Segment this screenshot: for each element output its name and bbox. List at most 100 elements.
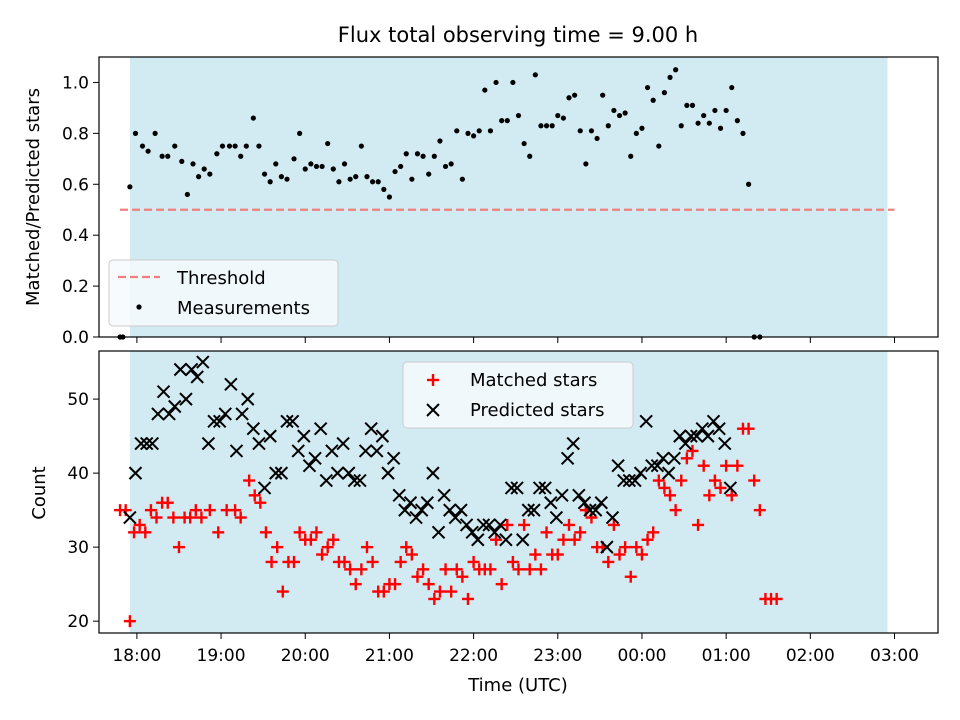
predicted-star-point bbox=[128, 466, 143, 480]
measurement-point bbox=[273, 161, 279, 167]
matched-star-point bbox=[288, 555, 301, 568]
matched-star-point bbox=[669, 504, 682, 517]
measurement-point bbox=[712, 107, 718, 114]
predicted-star-point bbox=[353, 473, 367, 488]
measurement-point bbox=[398, 163, 404, 170]
measurement-point bbox=[325, 140, 331, 147]
measurement-point bbox=[616, 112, 623, 119]
top-y-axis-label: Matched/Predicted stars bbox=[23, 88, 44, 306]
matched-star-point bbox=[619, 541, 632, 554]
matched-star-point bbox=[652, 474, 665, 487]
matched-star-point bbox=[195, 511, 208, 524]
matched-star-point bbox=[133, 518, 146, 531]
predicted-star-point bbox=[673, 429, 687, 443]
predicted-star-point bbox=[403, 496, 418, 510]
matched-star-point bbox=[461, 592, 474, 605]
measurement-point bbox=[740, 130, 746, 136]
measurement-point bbox=[409, 176, 415, 182]
measurement-point bbox=[308, 161, 314, 167]
measurement-point bbox=[701, 112, 707, 119]
measurement-point bbox=[454, 128, 460, 134]
measurement-point bbox=[145, 148, 151, 154]
matched-star-point bbox=[714, 481, 727, 494]
predicted-star-point bbox=[487, 525, 502, 540]
predicted-star-point bbox=[633, 466, 648, 480]
predicted-star-point bbox=[426, 466, 440, 480]
measurement-point bbox=[431, 153, 437, 159]
predicted-star-point bbox=[465, 525, 479, 540]
predicted-star-point bbox=[572, 488, 586, 503]
measurement-point bbox=[639, 125, 645, 131]
predicted-star-point bbox=[229, 444, 244, 458]
measurement-point bbox=[555, 112, 561, 119]
predicted-star-point bbox=[583, 503, 597, 517]
threshold-legend-label: Threshold bbox=[176, 268, 266, 289]
predicted-star-point bbox=[538, 481, 552, 495]
matched-star-point bbox=[630, 541, 643, 554]
matched-star-point bbox=[495, 578, 508, 591]
matched-star-point bbox=[276, 585, 289, 598]
measurement-point bbox=[196, 174, 202, 180]
x-tick-label: 23:00 bbox=[533, 646, 582, 666]
x-tick-label: 22:00 bbox=[449, 646, 498, 666]
predicted-star-point bbox=[684, 429, 698, 443]
matched-star-point bbox=[259, 526, 272, 539]
measurement-point bbox=[127, 184, 133, 190]
predicted-star-point bbox=[499, 533, 513, 547]
predicted-star-point bbox=[325, 444, 339, 458]
matched-star-point bbox=[664, 489, 677, 502]
matched-legend-swatch bbox=[427, 374, 439, 386]
predicted-star-point bbox=[145, 436, 160, 451]
predicted-star-point bbox=[723, 481, 738, 495]
measurement-point bbox=[717, 125, 724, 131]
predicted-star-point bbox=[678, 436, 693, 451]
measurement-point bbox=[313, 163, 320, 170]
matched-star-point bbox=[338, 555, 351, 568]
measurement-point bbox=[594, 135, 600, 142]
predicted-star-point bbox=[302, 459, 317, 473]
bottom-y-axis-label: Count bbox=[29, 466, 50, 519]
predicted-star-point bbox=[639, 414, 653, 429]
predicted-star-point bbox=[622, 473, 637, 488]
measurement-point bbox=[543, 123, 550, 129]
predicted-star-point bbox=[588, 503, 603, 517]
matched-star-point bbox=[675, 474, 688, 487]
predicted-star-point bbox=[263, 429, 277, 443]
measurement-point bbox=[515, 112, 522, 119]
measurement-point bbox=[605, 123, 611, 129]
measurement-point bbox=[622, 110, 628, 116]
predicted-star-point bbox=[448, 510, 463, 525]
predicted-star-point bbox=[431, 525, 446, 540]
measurement-point bbox=[695, 120, 701, 126]
measurement-point bbox=[291, 156, 297, 162]
matched-star-point bbox=[411, 570, 424, 583]
measurement-point bbox=[633, 130, 639, 136]
predicted-star-point bbox=[718, 436, 732, 451]
matched-star-point bbox=[635, 548, 648, 561]
predicted-star-point bbox=[179, 392, 193, 406]
measurement-point bbox=[347, 176, 353, 182]
matched-star-point bbox=[234, 511, 247, 524]
matched-star-point bbox=[518, 518, 531, 531]
predicted-star-point bbox=[504, 481, 519, 495]
matched-star-point bbox=[703, 489, 716, 502]
measurement-point bbox=[729, 84, 735, 91]
matched-star-point bbox=[647, 526, 660, 539]
measurements-legend-label: Measurements bbox=[177, 298, 310, 319]
matched-star-point bbox=[428, 592, 441, 605]
predicted-star-point bbox=[313, 422, 328, 436]
measurement-point bbox=[689, 102, 696, 108]
measurement-point bbox=[403, 151, 409, 157]
matched-star-point bbox=[506, 555, 519, 568]
measurement-point bbox=[330, 166, 336, 172]
predicted-star-point bbox=[386, 451, 401, 466]
measurement-point bbox=[482, 87, 488, 93]
matched-star-point bbox=[484, 563, 497, 576]
matched-star-point bbox=[161, 496, 174, 509]
measurement-point bbox=[678, 123, 684, 129]
bottom-panel: 20 30 40 50 18:00 19:00 20:00 21:00 22:00 23:00 00… bbox=[29, 350, 939, 696]
predicted-star-point bbox=[695, 422, 710, 436]
predicted-star-point bbox=[201, 436, 216, 451]
matched-star-point bbox=[144, 504, 157, 517]
